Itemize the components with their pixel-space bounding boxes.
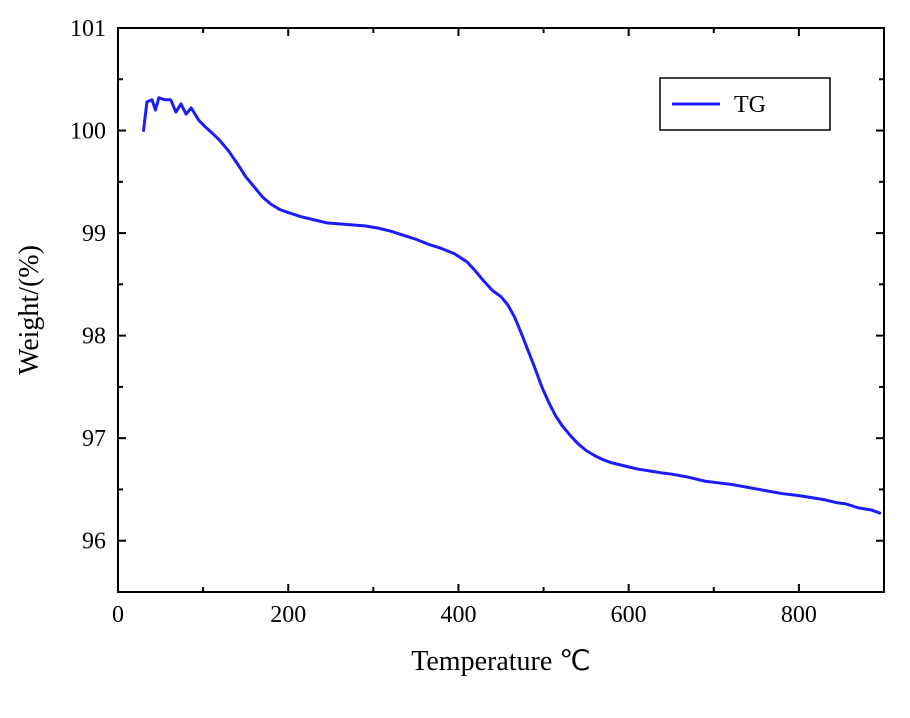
y-tick-label: 96 [82, 529, 106, 555]
y-axis-title: Weight/(%) [14, 245, 45, 375]
y-tick-label: 97 [82, 426, 106, 452]
tg-chart: 0 200 400 600 800 96 97 98 99 100 101 Temperature ℃… [0, 0, 910, 718]
x-tick-label: 800 [781, 602, 817, 628]
y-tick-label: 99 [82, 221, 106, 247]
y-tick-label: 100 [70, 119, 106, 145]
chart-svg: 0 200 400 600 800 96 97 98 99 100 101 Temperature ℃… [0, 0, 910, 718]
y-tick-label: 98 [82, 324, 106, 350]
legend-label: TG [734, 92, 766, 118]
plot-border [118, 28, 884, 592]
x-tick-label: 400 [440, 602, 476, 628]
series-TG [144, 98, 880, 513]
x-tick-label: 200 [270, 602, 306, 628]
y-tick-label: 101 [70, 16, 106, 42]
x-tick-label: 0 [112, 602, 124, 628]
x-tick-label: 600 [611, 602, 647, 628]
x-axis-title: Temperature ℃ [411, 646, 591, 677]
